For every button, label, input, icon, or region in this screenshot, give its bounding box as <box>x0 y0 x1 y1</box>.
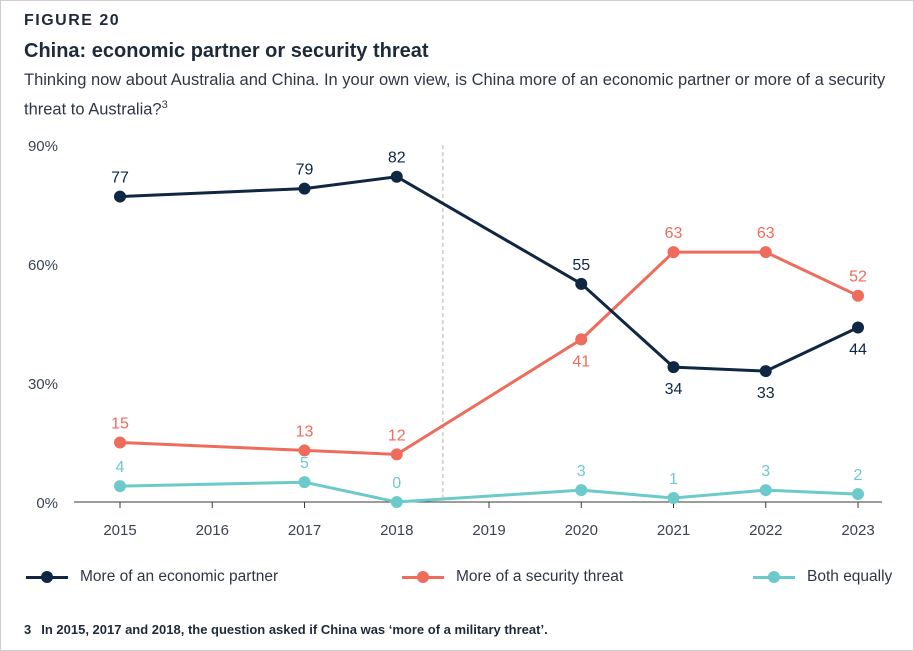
data-point-0 <box>667 361 680 374</box>
data-label-0: 33 <box>757 385 775 402</box>
chart-subtitle: Thinking now about Australia and China. … <box>24 68 894 123</box>
legend-label-economic-partner: More of an economic partner <box>80 568 279 585</box>
data-point-2 <box>575 484 588 497</box>
legend-item-economic-partner: More of an economic partner <box>26 566 278 588</box>
data-point-2 <box>852 488 864 501</box>
legend-item-both-equally: Both equally <box>753 566 892 588</box>
data-label-0: 55 <box>572 257 590 274</box>
x-tick-label: 2019 <box>472 522 505 539</box>
data-point-1 <box>759 246 772 259</box>
data-point-1 <box>667 246 680 259</box>
legend-item-security-threat: More of a security threat <box>402 566 623 588</box>
data-point-1 <box>390 448 403 461</box>
x-tick-label: 2020 <box>565 522 598 539</box>
data-label-0: 44 <box>849 341 867 358</box>
subtitle-footnote-ref: 3 <box>161 99 168 111</box>
x-tick-label: 2017 <box>288 522 321 539</box>
data-point-1 <box>298 444 311 457</box>
data-label-2: 1 <box>669 471 678 488</box>
y-tick-label: 30% <box>28 376 58 393</box>
data-label-1: 63 <box>757 225 775 242</box>
data-point-0 <box>852 321 864 334</box>
subtitle-text: Thinking now about Australia and China. … <box>24 71 886 119</box>
data-point-0 <box>575 277 588 290</box>
data-label-0: 77 <box>111 170 129 187</box>
chart-title: China: economic partner or security thre… <box>24 40 429 62</box>
data-point-1 <box>114 436 126 449</box>
data-point-2 <box>298 476 311 489</box>
data-label-1: 63 <box>665 225 683 242</box>
data-point-2 <box>667 492 680 505</box>
data-point-1 <box>852 289 864 302</box>
series-line-0 <box>119 175 859 373</box>
line-chart: 0%30%60%90%2015 2016 2017 2018 2019 2020 2021 2… <box>28 138 882 539</box>
data-point-1 <box>575 333 588 346</box>
legend-swatch-economic-partner <box>26 566 68 588</box>
series-line-1 <box>119 250 859 456</box>
data-label-1: 52 <box>849 269 867 286</box>
x-tick-label: 2016 <box>196 522 229 539</box>
x-tick-label: 2021 <box>657 522 690 539</box>
y-tick-label: 0% <box>36 495 58 512</box>
data-label-2: 5 <box>300 455 309 472</box>
data-point-0 <box>390 170 403 183</box>
data-label-0: 34 <box>665 381 683 398</box>
data-label-0: 82 <box>388 150 406 167</box>
data-point-0 <box>114 190 126 203</box>
data-label-1: 12 <box>388 427 406 444</box>
x-tick-label: 2022 <box>749 522 782 539</box>
data-point-0 <box>298 182 311 195</box>
legend-label-security-threat: More of a security threat <box>456 568 624 585</box>
data-label-1: 15 <box>111 416 129 433</box>
footnote-number: 3 <box>24 622 32 637</box>
data-point-0 <box>759 365 772 378</box>
data-point-2 <box>759 484 772 497</box>
footnote: 3 In 2015, 2017 and 2018, the question as… <box>24 622 548 637</box>
data-label-2: 2 <box>854 467 863 484</box>
series-line-2 <box>119 480 859 504</box>
data-label-0: 79 <box>296 162 314 179</box>
legend-swatch-security-threat <box>402 566 444 588</box>
y-tick-label: 90% <box>28 138 58 155</box>
data-label-2: 3 <box>761 463 770 480</box>
data-point-2 <box>114 480 126 493</box>
legend-label-both-equally: Both equally <box>807 568 893 585</box>
x-tick-label: 2018 <box>380 522 413 539</box>
x-tick-label: 2023 <box>841 522 874 539</box>
footnote-text: In 2015, 2017 and 2018, the question ask… <box>41 622 548 637</box>
y-tick-label: 60% <box>28 257 58 274</box>
data-label-2: 3 <box>577 463 586 480</box>
data-label-2: 4 <box>116 459 125 476</box>
legend-swatch-both-equally <box>753 566 795 588</box>
x-tick-label: 2015 <box>103 522 136 539</box>
data-point-2 <box>390 496 403 508</box>
data-label-2: 0 <box>392 475 401 492</box>
figure-label: FIGURE 20 <box>24 12 121 29</box>
data-label-1: 41 <box>572 353 590 370</box>
data-label-1: 13 <box>296 423 314 440</box>
